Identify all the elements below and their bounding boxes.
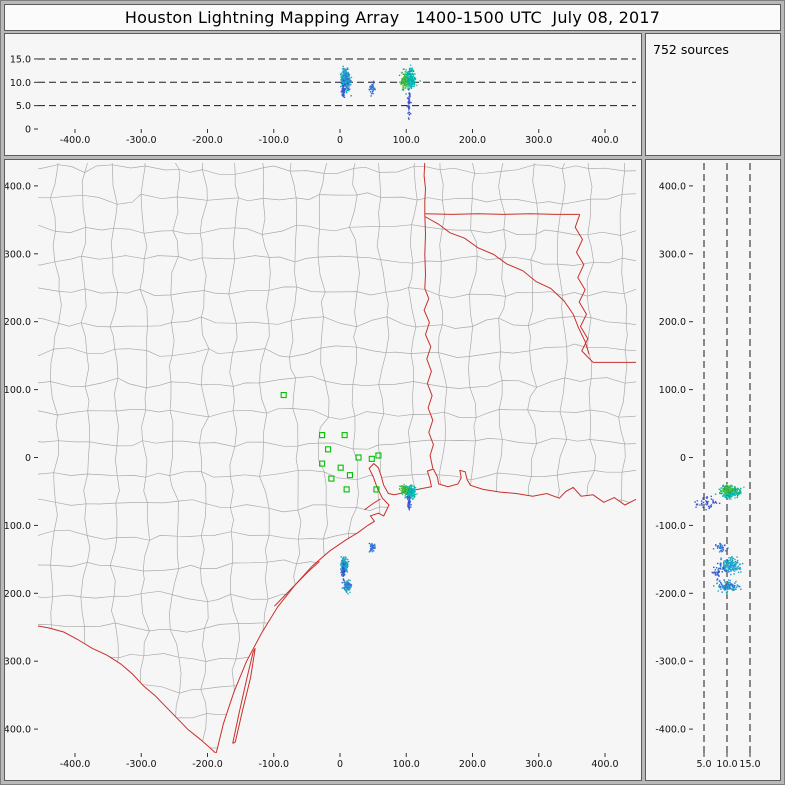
svg-text:400.0: 400.0: [591, 135, 618, 146]
lma-station-marker: [337, 464, 344, 471]
svg-text:0: 0: [680, 453, 686, 464]
altitude-ns-plot[interactable]: 5.0 10.0 15.0 400.0 300.0 200.0 100.0 0 -100.0 -2…: [646, 160, 780, 780]
panel-plan-view: -400.0 -300.0 -200.0 -100.0 0 100.0 200.0 300.0…: [4, 159, 642, 781]
map-content: [38, 163, 636, 753]
svg-text:0: 0: [25, 125, 31, 136]
map-x-axis: -400.0 -300.0 -200.0 -100.0 0 100.0 200.0 300.0…: [60, 753, 619, 770]
svg-text:400.0: 400.0: [591, 759, 618, 770]
state-border: [424, 213, 580, 215]
svg-text:15.0: 15.0: [739, 759, 760, 770]
barrier-island: [274, 561, 320, 607]
svg-text:10.0: 10.0: [716, 759, 737, 770]
lma-station-marker: [373, 486, 380, 493]
svg-text:-300.0: -300.0: [126, 759, 157, 770]
svg-text:-400.0: -400.0: [60, 135, 91, 146]
lma-station-marker: [368, 455, 375, 462]
svg-text:300.0: 300.0: [659, 249, 686, 260]
svg-text:100.0: 100.0: [659, 385, 686, 396]
svg-text:0: 0: [337, 135, 343, 146]
lma-station-marker: [328, 475, 335, 482]
svg-text:400.0: 400.0: [5, 181, 31, 192]
svg-text:-400.0: -400.0: [655, 725, 686, 736]
svg-text:0: 0: [337, 759, 343, 770]
svg-text:5.0: 5.0: [696, 759, 711, 770]
svg-text:200.0: 200.0: [659, 317, 686, 328]
gulf-and-mexico-fill: [38, 463, 636, 753]
svg-text:-200.0: -200.0: [192, 759, 223, 770]
lma-station-marker: [346, 472, 353, 479]
svg-text:-100.0: -100.0: [258, 135, 289, 146]
source-count-label: 752 sources: [653, 42, 729, 57]
state-border: [574, 214, 594, 363]
svg-text:-400.0: -400.0: [5, 725, 31, 736]
lightning-sources-map: [339, 483, 421, 595]
state-borders-and-coastline: [38, 163, 636, 753]
svg-text:100.0: 100.0: [393, 135, 420, 146]
lma-station-marker: [343, 486, 350, 493]
svg-text:200.0: 200.0: [459, 135, 486, 146]
panel-source-count: 752 sources: [645, 33, 781, 156]
state-border: [423, 163, 427, 214]
state-border: [424, 216, 590, 355]
svg-text:-400.0: -400.0: [60, 759, 91, 770]
svg-text:-100.0: -100.0: [655, 521, 686, 532]
lightning-sources-ns: [694, 483, 745, 595]
altitude-gridlines-ns: [703, 163, 751, 753]
lma-station-marker: [319, 432, 326, 439]
svg-text:-200.0: -200.0: [192, 135, 223, 146]
map-y-axis: 400.0 300.0 200.0 100.0 0 -100.0 -200.0 -300.0 -…: [5, 181, 38, 736]
lightning-sources-ew: [339, 64, 421, 120]
svg-text:-200.0: -200.0: [5, 589, 31, 600]
svg-text:200.0: 200.0: [459, 759, 486, 770]
svg-text:-100.0: -100.0: [258, 759, 289, 770]
coastline-and-rio-grande: [38, 462, 636, 753]
ew-altitude-axis: 15.0 10.0 5.0 0: [10, 54, 38, 136]
barrier-island: [232, 648, 256, 744]
svg-text:-300.0: -300.0: [655, 657, 686, 668]
svg-text:5.0: 5.0: [16, 101, 31, 112]
ns-altitude-axis: 5.0 10.0 15.0: [696, 753, 761, 770]
lma-station-marker: [280, 391, 287, 399]
svg-text:300.0: 300.0: [525, 759, 552, 770]
svg-text:0: 0: [25, 453, 31, 464]
svg-text:100.0: 100.0: [5, 385, 31, 396]
svg-text:-300.0: -300.0: [5, 657, 31, 668]
svg-text:400.0: 400.0: [659, 181, 686, 192]
altitude-gridlines-ew: [38, 58, 636, 107]
lma-station-marker: [319, 460, 326, 467]
lma-stations: [280, 391, 382, 493]
svg-text:-300.0: -300.0: [126, 135, 157, 146]
plan-view-map-plot[interactable]: -400.0 -300.0 -200.0 -100.0 0 100.0 200.0 300.0…: [5, 160, 641, 780]
county-mesh: [38, 163, 636, 753]
lma-station-marker: [341, 432, 348, 439]
ns-y-axis: 400.0 300.0 200.0 100.0 0 -100.0 -200.0 -300.0 -…: [655, 181, 693, 736]
panel-altitude-vs-eastwest: -400.0 -300.0 -200.0 -100.0 0 100.0 200.0 300.0…: [4, 33, 642, 156]
barrier-island: [364, 498, 381, 511]
svg-text:100.0: 100.0: [393, 759, 420, 770]
svg-text:10.0: 10.0: [10, 78, 31, 89]
lma-station-marker: [325, 446, 332, 453]
svg-text:-100.0: -100.0: [5, 521, 31, 532]
window-title: Houston Lightning Mapping Array 1400-150…: [124, 8, 661, 27]
lma-station-marker: [355, 454, 362, 461]
svg-text:300.0: 300.0: [5, 249, 31, 260]
svg-text:300.0: 300.0: [525, 135, 552, 146]
panel-altitude-vs-northsouth: 5.0 10.0 15.0 400.0 300.0 200.0 100.0 0 -100.0 -2…: [645, 159, 781, 781]
state-border: [423, 213, 434, 469]
svg-text:200.0: 200.0: [5, 317, 31, 328]
altitude-ew-plot[interactable]: -400.0 -300.0 -200.0 -100.0 0 100.0 200.0 300.0…: [5, 34, 641, 155]
lma-station-marker: [375, 452, 382, 459]
svg-text:15.0: 15.0: [10, 54, 31, 65]
ew-x-axis: -400.0 -300.0 -200.0 -100.0 0 100.0 200.0 300.0…: [60, 129, 619, 146]
title-bar: Houston Lightning Mapping Array 1400-150…: [4, 4, 781, 31]
svg-text:-200.0: -200.0: [655, 589, 686, 600]
